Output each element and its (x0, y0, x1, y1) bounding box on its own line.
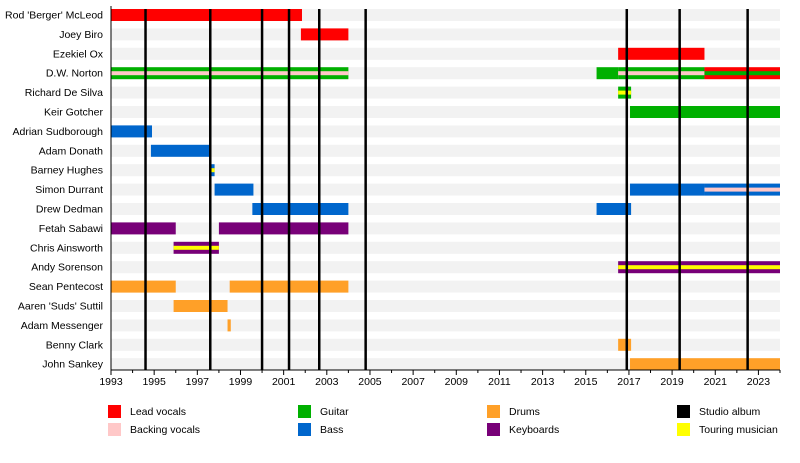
member-label: Chris Ainsworth (30, 242, 103, 254)
x-tick-label: 2021 (704, 376, 728, 388)
x-tick-label: 2011 (488, 376, 511, 388)
legend-label-lead-vocals: Lead vocals (130, 406, 186, 418)
member-label: Adrian Sudborough (13, 126, 104, 138)
legend-swatch-lead-vocals (108, 405, 121, 418)
bar-drums (618, 338, 632, 351)
x-tick-label: 1993 (99, 376, 123, 388)
legend-label-touring: Touring musician (699, 424, 778, 436)
bar-drums (630, 358, 780, 371)
x-tick-label: 2009 (445, 376, 469, 388)
member-label: Joey Biro (59, 29, 103, 41)
row-band (111, 125, 780, 138)
bar-bass (214, 183, 254, 196)
member-label: Adam Donath (39, 145, 103, 157)
bar-lead-vocals (300, 28, 349, 41)
legend-swatch-keyboards (487, 423, 500, 436)
x-tick-label: 2003 (315, 376, 339, 388)
bar-keyboards (111, 222, 176, 235)
bar-stripe-backing-vocals (618, 71, 705, 76)
x-tick-label: 2001 (272, 376, 296, 388)
row-band (111, 261, 780, 274)
x-tick-label: 2013 (531, 376, 555, 388)
row-band (111, 28, 780, 41)
legend-label-studio-album: Studio album (699, 406, 761, 418)
member-label: Simon Durrant (35, 184, 103, 196)
bar-bass (630, 183, 705, 196)
member-label: John Sankey (42, 359, 103, 371)
bar-stripe-touring (173, 245, 219, 250)
member-label: Keir Gotcher (44, 107, 103, 119)
row-band (111, 86, 780, 99)
row-band (111, 319, 780, 332)
x-tick-label: 1997 (186, 376, 210, 388)
bar-stripe-backing-vocals (704, 187, 780, 192)
row-band (111, 183, 780, 196)
legend-label-bass: Bass (320, 424, 343, 436)
x-tick-label: 2015 (574, 376, 598, 388)
x-tick-label: 2005 (358, 376, 382, 388)
bar-stripe-backing-vocals (111, 71, 349, 76)
member-label: Drew Dedman (36, 204, 103, 216)
x-tick-label: 2019 (660, 376, 684, 388)
member-label: Richard De Silva (25, 87, 103, 99)
x-tick-label: 2023 (747, 376, 771, 388)
member-label: Aaren 'Suds' Suttil (18, 301, 103, 313)
legend-label-drums: Drums (509, 406, 540, 418)
bar-bass (111, 125, 153, 138)
member-label: Fetah Sabawi (39, 223, 103, 235)
bar-lead-vocals (618, 47, 705, 60)
member-label: Benny Clark (46, 339, 104, 351)
bar-bass (150, 144, 212, 157)
legend-label-backing-vocals: Backing vocals (130, 424, 200, 436)
legend-label-keyboards: Keyboards (509, 424, 559, 436)
member-label: Andy Sorenson (31, 262, 103, 274)
row-band (111, 47, 780, 60)
bar-lead-vocals (111, 9, 302, 21)
legend-swatch-bass (298, 423, 311, 436)
bar-stripe-touring (210, 168, 215, 173)
x-tick-label: 2017 (617, 376, 641, 388)
legend-swatch-backing-vocals (108, 423, 121, 436)
member-label: Rod 'Berger' McLeod (5, 10, 103, 22)
bar-drums (111, 280, 176, 293)
member-label: Barney Hughes (31, 165, 103, 177)
legend-label-guitar: Guitar (320, 406, 349, 418)
bar-keyboards (218, 222, 349, 235)
bar-guitar (596, 67, 619, 80)
row-band (111, 144, 780, 157)
bar-drums (227, 319, 231, 332)
member-label: Adam Messenger (21, 320, 104, 332)
row-band (111, 358, 780, 371)
row-band (111, 106, 780, 118)
row-band (111, 164, 780, 177)
row-band (111, 338, 780, 351)
legend-swatch-touring (677, 423, 690, 436)
legend-swatch-drums (487, 405, 500, 418)
legend-swatch-studio-album (677, 405, 690, 418)
member-label: Ezekiel Ox (53, 48, 104, 60)
x-tick-label: 1999 (229, 376, 253, 388)
row-band (111, 300, 780, 312)
member-label: Sean Pentecost (29, 281, 103, 293)
bar-stripe-touring (618, 90, 632, 95)
x-tick-label: 1995 (142, 376, 166, 388)
bar-bass (596, 203, 632, 215)
row-band (111, 241, 780, 254)
bar-bass (252, 203, 349, 215)
bar-drums (173, 300, 228, 312)
x-tick-label: 2007 (401, 376, 425, 388)
legend-swatch-guitar (298, 405, 311, 418)
member-label: D.W. Norton (46, 68, 103, 80)
bar-stripe-touring (618, 265, 780, 270)
bar-stripe-guitar (704, 71, 780, 76)
bar-guitar (630, 106, 780, 118)
